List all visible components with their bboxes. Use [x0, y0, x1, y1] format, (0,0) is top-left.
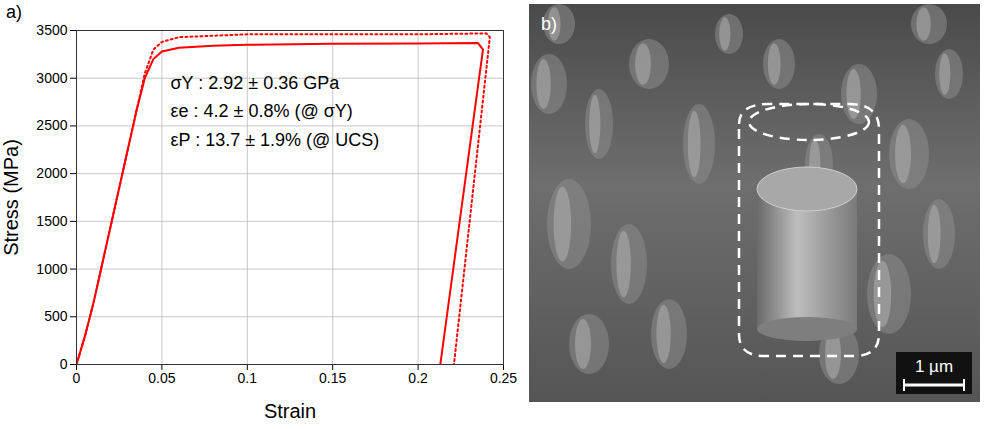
svg-text:0: 0	[73, 370, 81, 386]
svg-text:0.05: 0.05	[148, 370, 175, 386]
svg-text:0.2: 0.2	[408, 370, 428, 386]
svg-text:σY : 2.92 ± 0.36 GPa: σY : 2.92 ± 0.36 GPa	[170, 73, 340, 93]
svg-text:2500: 2500	[36, 117, 67, 133]
svg-text:0: 0	[60, 356, 68, 372]
svg-text:1500: 1500	[36, 213, 67, 229]
svg-text:εe : 4.2 ± 0.8% (@ σY): εe : 4.2 ± 0.8% (@ σY)	[170, 101, 352, 121]
svg-text:0.25: 0.25	[490, 370, 517, 386]
svg-text:Strain: Strain	[264, 400, 316, 421]
svg-text:0.1: 0.1	[238, 370, 258, 386]
svg-text:b): b)	[541, 14, 557, 34]
html-text:a): a)	[6, 2, 22, 22]
svg-text:0.15: 0.15	[319, 370, 346, 386]
svg-text:Stress (MPa): Stress (MPa)	[0, 139, 22, 256]
svg-text:3000: 3000	[36, 70, 67, 86]
svg-text:1 µm: 1 µm	[915, 357, 953, 376]
svg-text:1000: 1000	[36, 261, 67, 277]
svg-text:εP : 13.7 ± 1.9% (@ UCS): εP : 13.7 ± 1.9% (@ UCS)	[170, 130, 379, 150]
svg-text:500: 500	[44, 308, 68, 324]
svg-text:3500: 3500	[36, 22, 67, 38]
svg-text:2000: 2000	[36, 165, 67, 181]
